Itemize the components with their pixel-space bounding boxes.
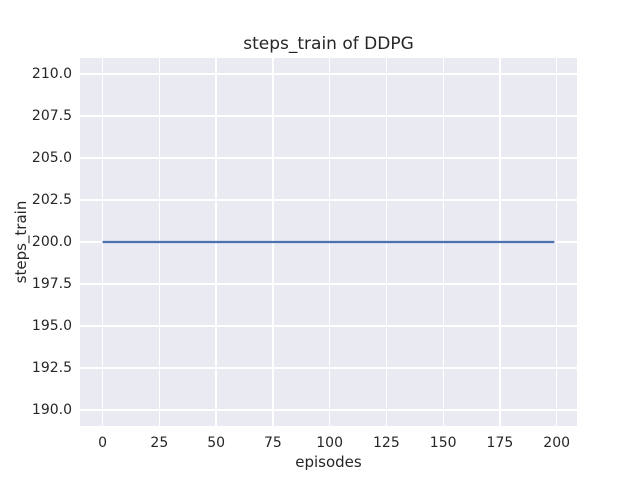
gridline-horizontal <box>80 283 577 285</box>
y-tick-label: 195.0 <box>31 318 72 335</box>
x-tick-label: 0 <box>98 435 108 451</box>
gridline-horizontal <box>80 367 577 369</box>
line-series-svg <box>102 240 555 244</box>
x-tick-label: 150 <box>429 435 457 451</box>
gridline-horizontal <box>80 409 577 411</box>
x-tick-label: 50 <box>207 435 226 451</box>
chart-title: steps_train of DDPG <box>243 34 414 54</box>
gridline-vertical <box>556 58 558 426</box>
y-tick-label: 207.5 <box>31 107 72 124</box>
x-tick-label: 125 <box>373 435 400 451</box>
gridline-horizontal <box>80 115 577 117</box>
y-tick-label: 197.5 <box>31 276 72 292</box>
y-tick-label: 192.5 <box>31 360 72 377</box>
x-tick-label: 200 <box>543 435 571 451</box>
gridline-vertical <box>101 58 104 426</box>
gridline-horizontal <box>80 199 577 201</box>
plot-area <box>80 58 577 426</box>
gridline-horizontal <box>80 73 577 75</box>
y-tick-label: 210.0 <box>31 65 72 82</box>
x-tick-label: 25 <box>150 435 169 451</box>
y-tick-label: 202.5 <box>31 191 72 208</box>
gridline-horizontal <box>80 325 577 327</box>
x-axis-label: episodes <box>295 453 362 471</box>
y-tick-label: 205.0 <box>31 149 72 166</box>
y-tick-label: 200.0 <box>31 234 72 250</box>
x-tick-label: 100 <box>316 435 343 451</box>
gridline-horizontal <box>80 157 577 159</box>
y-tick-label: 190.0 <box>31 402 72 419</box>
x-tick-label: 75 <box>263 435 282 451</box>
x-tick-label: 175 <box>486 435 514 451</box>
